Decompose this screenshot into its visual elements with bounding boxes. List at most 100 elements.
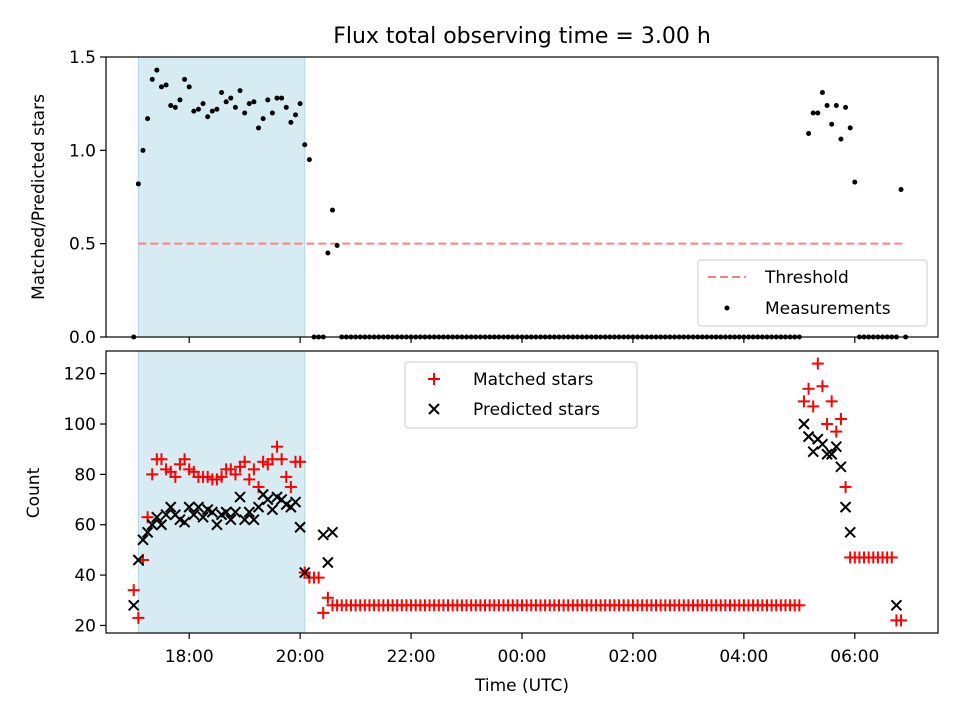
x-tick-label: 02:00 <box>608 647 657 667</box>
predicted-point <box>243 506 255 518</box>
predicted-point <box>798 418 810 430</box>
predicted-point <box>229 506 242 518</box>
matched-point <box>830 425 843 438</box>
y-axis-counts: 20 40 60 80 100 120 <box>64 365 106 636</box>
matched-point <box>834 412 847 425</box>
predicted-point <box>322 556 334 569</box>
legend-ratio: Threshold Measurements <box>697 259 928 327</box>
legend-matched-swatch <box>428 373 440 385</box>
predicted-point <box>197 511 209 523</box>
x-tick-label: 06:00 <box>830 647 879 667</box>
predicted-point <box>821 448 833 460</box>
measurement-point <box>898 187 904 193</box>
chart-title: Flux total observing time = 3.00 h <box>333 24 711 49</box>
measurement-point <box>293 112 299 118</box>
matched-point <box>895 614 908 627</box>
measurement-point <box>200 101 206 107</box>
y-tick-label: 80 <box>74 465 96 485</box>
measurement-point <box>260 116 266 122</box>
measurement-point <box>242 110 248 116</box>
measurement-point <box>246 101 252 107</box>
matched-point <box>229 468 242 481</box>
matched-point <box>146 468 159 481</box>
measurement-point <box>843 104 849 110</box>
y-tick-label: 0.0 <box>69 328 96 348</box>
measurement-point <box>214 106 220 112</box>
predicted-point <box>178 516 191 528</box>
measurement-point <box>191 108 197 114</box>
y-tick-label: 20 <box>74 616 96 636</box>
measurement-point <box>306 157 312 163</box>
predicted-point <box>289 496 302 508</box>
matched-point <box>317 606 330 619</box>
x-tick-label: 04:00 <box>719 647 768 667</box>
predicted-point <box>835 461 847 473</box>
predicted-point <box>294 521 306 533</box>
predicted-point <box>844 526 856 538</box>
measurement-point <box>145 116 151 122</box>
y-axis-label-counts: Count <box>24 467 44 518</box>
predicted-point <box>839 501 852 513</box>
matched-point <box>215 470 228 483</box>
predicted-point <box>206 506 219 518</box>
plot-area-counts <box>127 357 908 627</box>
measurement-point <box>824 103 830 109</box>
predicted-point <box>326 526 339 538</box>
predicted-point <box>220 506 232 518</box>
matched-point <box>238 455 251 468</box>
matched-point <box>132 611 145 624</box>
measurement-point <box>149 76 155 82</box>
measurement-point <box>182 76 188 82</box>
matched-point <box>169 470 182 483</box>
legend-matched-label: Matched stars <box>473 370 593 390</box>
measurement-point <box>829 121 835 127</box>
measurement-point <box>251 99 257 105</box>
measurement-point <box>288 119 294 125</box>
measurement-point <box>847 125 853 131</box>
matched-point <box>243 473 256 486</box>
matched-point <box>294 455 307 468</box>
measurement-point <box>232 104 238 110</box>
measurement-point <box>274 95 280 101</box>
matched-point <box>825 395 838 408</box>
predicted-point <box>146 519 158 531</box>
predicted-point <box>183 501 195 513</box>
matched-point <box>155 453 168 466</box>
predicted-point <box>151 511 163 523</box>
measurement-point <box>223 99 229 105</box>
measurement-point <box>168 103 174 109</box>
predicted-point <box>816 438 829 450</box>
predicted-point <box>132 554 145 566</box>
predicted-point <box>802 430 815 443</box>
measurement-point <box>154 67 160 73</box>
predicted-point <box>128 599 140 612</box>
y-axis-label-ratio: Matched/Predicted stars <box>29 94 49 300</box>
y-tick-label: 1.0 <box>69 141 96 161</box>
predicted-point <box>137 534 149 546</box>
x-axis-time: 18:00 20:00 22:00 00:00 02:00 04:00 06:00 <box>165 633 879 667</box>
measurement-point <box>186 84 192 90</box>
x-tick-label: 18:00 <box>165 647 214 667</box>
measurement-point <box>228 95 234 101</box>
predicted-point <box>192 501 205 513</box>
measurement-point <box>195 106 201 112</box>
legend-predicted-swatch <box>428 403 440 415</box>
measurement-point <box>237 88 243 94</box>
x-tick-label: 22:00 <box>387 647 436 667</box>
x-tick-label: 20:00 <box>276 647 325 667</box>
predicted-point <box>155 519 168 531</box>
predicted-point <box>211 519 223 531</box>
matched-point <box>816 380 829 393</box>
matched-point <box>802 382 815 395</box>
legend-counts: Matched stars Predicted stars <box>404 361 638 429</box>
y-tick-label: 60 <box>74 516 96 536</box>
predicted-point <box>266 503 279 516</box>
matched-point <box>807 400 820 413</box>
measurement-point <box>163 82 169 88</box>
legend-measurements-label: Measurements <box>765 299 891 319</box>
predicted-point <box>238 513 251 526</box>
measurement-point <box>172 104 178 110</box>
matched-point <box>271 440 284 453</box>
matched-point <box>275 453 288 466</box>
